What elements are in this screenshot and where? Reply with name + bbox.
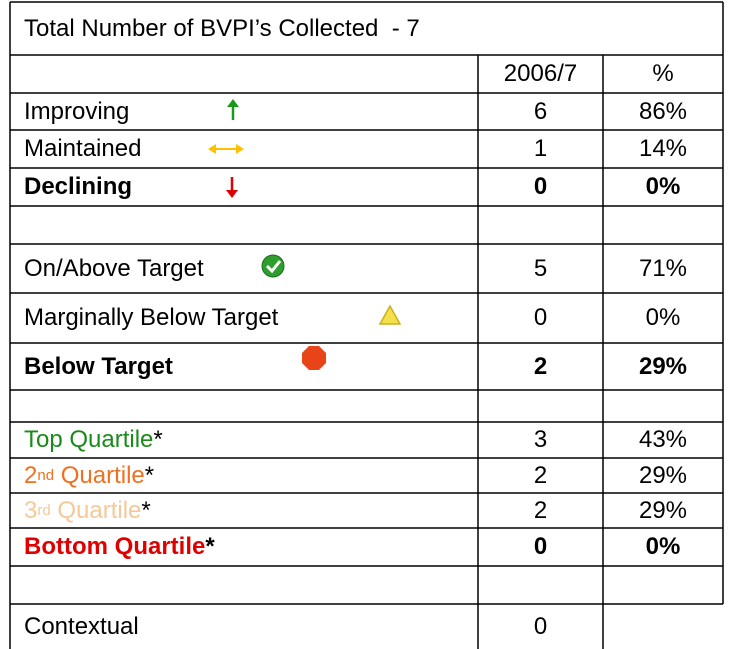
label-cell: Maintained: [10, 130, 478, 168]
row-percent: 71%: [638, 254, 688, 282]
row-value: 5: [533, 254, 548, 282]
header-cell: %: [603, 55, 723, 93]
value-cell: 0: [478, 168, 603, 206]
row-mark: *: [153, 426, 163, 453]
label-cell: Bottom Quartile *: [10, 528, 478, 566]
row-percent: 14%: [638, 135, 688, 162]
row-percent: 0%: [645, 533, 681, 560]
label-cell: On/Above Target: [10, 244, 478, 293]
row-label: Declining: [24, 173, 133, 200]
row-label-sup: rd: [37, 502, 51, 519]
percent-cell: 0%: [603, 293, 723, 343]
percent-cell: 71%: [603, 244, 723, 293]
row-label: Contextual: [24, 612, 139, 640]
percent-cell: 86%: [603, 93, 723, 130]
value-cell: 0: [478, 604, 603, 649]
stop-icon: [302, 346, 326, 370]
row-label: Bottom Quartile: [24, 533, 206, 560]
row-label-rest: Quartile: [50, 496, 142, 524]
header-cell: 2006/7: [478, 55, 603, 93]
value-cell: 1: [478, 130, 603, 168]
value-cell: 5: [478, 244, 603, 293]
row-percent: 29%: [638, 496, 688, 524]
row-label-sup: nd: [37, 467, 55, 484]
row-mark: *: [144, 461, 155, 489]
label-cell: Contextual: [10, 604, 478, 649]
value-cell: 3: [478, 422, 603, 458]
row-value: 2: [533, 461, 548, 489]
percent-cell: 29%: [603, 343, 723, 390]
row-label: On/Above Target: [24, 254, 204, 282]
value-cell: 0: [478, 293, 603, 343]
row-value: 0: [533, 304, 548, 331]
row-percent: 29%: [638, 352, 688, 380]
row-label: 2: [24, 461, 38, 489]
label-cell: Improving: [10, 93, 478, 130]
row-value: 0: [533, 612, 548, 640]
percent-cell: 29%: [603, 493, 723, 528]
row-percent: 0%: [645, 173, 681, 200]
value-cell: 2: [478, 493, 603, 528]
check-icon: [261, 254, 285, 278]
label-cell: Declining: [10, 168, 478, 206]
row-percent: 0%: [645, 304, 681, 331]
label-cell: Top Quartile *: [10, 422, 478, 458]
value-cell: 2: [478, 343, 603, 390]
percent-cell: 43%: [603, 422, 723, 458]
warning-icon: [378, 304, 402, 325]
value-cell: 6: [478, 93, 603, 130]
row-percent: 29%: [638, 461, 688, 489]
row-label: Maintained: [24, 135, 142, 162]
percent-cell: 0%: [603, 168, 723, 206]
label-cell: Below Target: [10, 343, 478, 390]
label-cell: Marginally Below Target: [10, 293, 478, 343]
header: 2006/7: [503, 60, 578, 87]
row-value: 2: [533, 496, 548, 524]
up-arrow-icon: [227, 99, 239, 120]
title-cell: Total Number of BVPI’s Collected - 7: [10, 2, 723, 55]
percent-cell: 29%: [603, 458, 723, 493]
value-cell: 0: [478, 528, 603, 566]
row-label-rest: Quartile: [54, 461, 145, 489]
row-label: Below Target: [24, 352, 173, 380]
row-value: 2: [533, 352, 548, 380]
row-label: Top Quartile: [24, 426, 154, 453]
row-label: Improving: [24, 97, 130, 125]
row-value: 1: [533, 135, 548, 162]
title: Total Number of BVPI’s Collected - 7: [24, 14, 420, 42]
row-label: 3: [24, 496, 38, 524]
down-arrow-icon: [226, 177, 238, 198]
row-value: 3: [533, 426, 548, 453]
row-mark: *: [205, 533, 215, 560]
row-label: Marginally Below Target: [24, 304, 279, 331]
row-mark: *: [141, 496, 151, 524]
left-right-arrow-icon: [208, 144, 244, 154]
row-value: 0: [533, 173, 548, 200]
row-value: 6: [533, 97, 548, 125]
row-percent: 43%: [638, 426, 688, 453]
percent-cell: 0%: [603, 528, 723, 566]
row-percent: 86%: [638, 97, 688, 125]
row-value: 0: [533, 533, 548, 560]
header: %: [652, 60, 674, 87]
percent-cell: 14%: [603, 130, 723, 168]
value-cell: 2: [478, 458, 603, 493]
